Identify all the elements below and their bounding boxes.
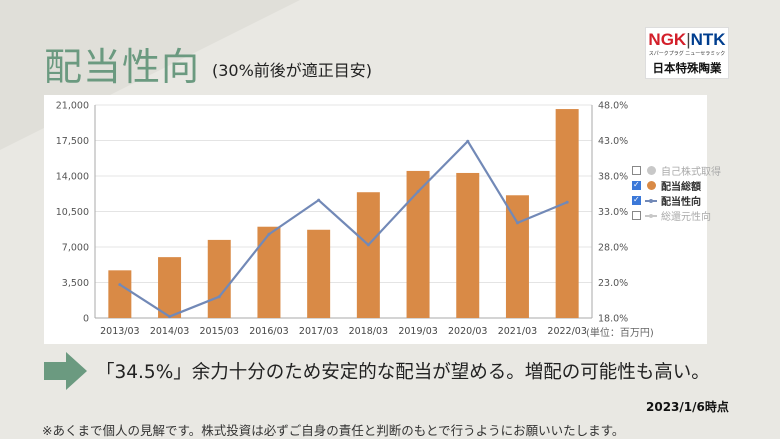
y2-tick-label: 28.0%: [598, 243, 628, 254]
logo-brand-right: NTK: [690, 30, 726, 49]
legend-item[interactable]: 配当性向: [632, 193, 721, 208]
legend-dot-icon: [645, 181, 657, 191]
legend-checkbox[interactable]: [632, 166, 641, 175]
y2-tick-label: 48.0%: [598, 101, 628, 112]
line-series-payout-ratio: [119, 140, 568, 318]
chart-legend: 自己株式取得配当総額配当性向総還元性向: [632, 163, 721, 223]
legend-label: 自己株式取得: [661, 167, 721, 178]
line-point: [267, 232, 271, 236]
x-tick-label: 2013/03: [100, 326, 139, 337]
page-subtitle: (30%前後が適正目安): [212, 61, 373, 80]
legend-item[interactable]: 総還元性向: [632, 208, 721, 223]
dividend-chart: 0 3,500 7,000 10,500 14,000 17,500 21,000 18.0%…: [56, 101, 628, 338]
bar: [257, 226, 281, 318]
line-point: [366, 243, 370, 247]
line-point: [217, 295, 221, 299]
unit-note: (単位：百万円): [586, 328, 654, 339]
line-point: [168, 315, 172, 319]
bar: [307, 229, 331, 318]
line-point: [416, 190, 420, 194]
x-tick-label: 2020/03: [448, 326, 487, 337]
legend-label: 配当性向: [661, 197, 701, 208]
y2-tick-label: 18.0%: [598, 314, 628, 325]
bar: [356, 192, 380, 318]
bar: [158, 257, 182, 318]
arrow-right-icon: [44, 352, 87, 390]
y2-tick-label: 43.0%: [598, 136, 628, 147]
disclaimer-text: ※あくまで個人の見解です。株式投資は必ずご自身の責任と判断のもとで行うようにお願…: [42, 423, 625, 438]
legend-item[interactable]: 自己株式取得: [632, 163, 721, 178]
x-tick-label: 2022/03: [547, 326, 586, 337]
page-title: 配当性向: [44, 45, 201, 89]
logo-separator: |: [686, 30, 691, 49]
y-tick-label: 3,500: [62, 278, 89, 289]
y-tick-label: 7,000: [62, 243, 89, 254]
y2-tick-label: 23.0%: [598, 278, 628, 289]
legend-checkbox[interactable]: [632, 195, 641, 205]
legend-label: 配当総額: [661, 182, 701, 193]
legend-checkbox[interactable]: [632, 211, 641, 220]
logo-brand: NGK|NTK: [646, 30, 728, 50]
y2-tick-label: 33.0%: [598, 207, 628, 218]
legend-dot-icon: [645, 166, 657, 176]
legend-line-icon: [645, 196, 657, 206]
line-point: [317, 198, 321, 202]
line-point: [565, 200, 569, 204]
chart-panel: 0 3,500 7,000 10,500 14,000 17,500 21,000 18.0%…: [44, 95, 707, 344]
logo-brand-left: NGK: [648, 30, 687, 49]
y-tick-label: 21,000: [56, 101, 89, 112]
bar: [207, 239, 231, 318]
x-tick-label: 2015/03: [200, 326, 239, 337]
y-tick-label: 10,500: [56, 207, 89, 218]
bar: [108, 270, 132, 318]
y-tick-label: 17,500: [56, 136, 89, 147]
legend-label: 総還元性向: [661, 212, 711, 223]
y2-tick-label: 38.0%: [598, 172, 628, 183]
x-tick-label: 2019/03: [398, 326, 437, 337]
x-tick-label: 2021/03: [498, 326, 537, 337]
legend-checkbox[interactable]: [632, 180, 641, 190]
bar: [406, 170, 430, 318]
line-point: [466, 139, 470, 143]
bar: [456, 172, 480, 318]
logo-company-name: 日本特殊陶業: [652, 61, 722, 75]
legend-line-icon: [645, 211, 657, 221]
date-note: 2023/1/6時点: [646, 400, 729, 414]
y-tick-label: 14,000: [56, 172, 89, 183]
x-tick-label: 2018/03: [349, 326, 388, 337]
y-tick-label: 0: [83, 314, 89, 325]
x-tick-label: 2017/03: [299, 326, 338, 337]
x-tick-label: 2016/03: [249, 326, 288, 337]
logo-tagline: スパークプラグ ニューセラミック: [648, 51, 726, 57]
summary-message: 「34.5%」余力十分のため安定的な配当が望める。増配の可能性も高い。: [96, 362, 710, 383]
line-point: [515, 221, 519, 225]
bar: [555, 109, 579, 318]
x-tick-label: 2014/03: [150, 326, 189, 337]
line-point: [118, 283, 122, 287]
legend-item[interactable]: 配当総額: [632, 178, 721, 193]
bar: [505, 195, 529, 318]
company-logo: NGK|NTK スパークプラグ ニューセラミック 日本特殊陶業: [645, 27, 729, 79]
